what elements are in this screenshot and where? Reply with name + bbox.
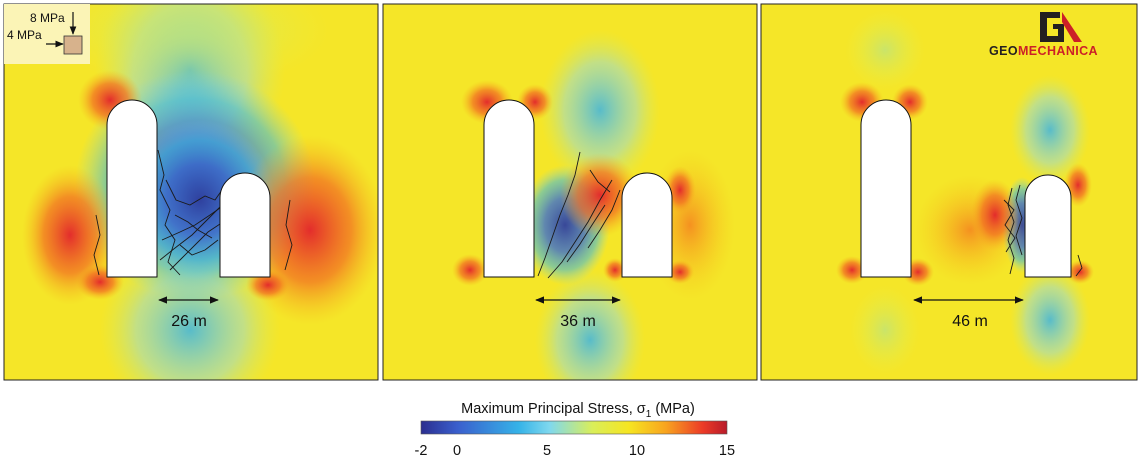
panel-2-red-corner-br	[666, 260, 694, 284]
panel-2-cyan-bottom	[535, 270, 645, 380]
panel-3-opening-left	[860, 99, 912, 278]
panel-3-border	[760, 3, 1138, 381]
colorbar-gradient	[420, 420, 728, 435]
panel-2-cyan-top	[540, 30, 660, 190]
panel-1-spacing-label: 26 m	[171, 313, 207, 330]
colorbar-title: Maximum Principal Stress, σ1 (MPa)	[461, 401, 695, 420]
panel-3-red-pillar	[971, 179, 1019, 251]
geomechanica-logo: GEOMECHANICA	[989, 12, 1098, 58]
panel-3-cyan-bottom	[1010, 265, 1090, 375]
panel-2-red-pillar	[560, 153, 640, 237]
load-horizontal-label: 4 MPa	[7, 28, 42, 42]
panel-1: 8 MPa 4 MPa 26 m	[3, 3, 379, 381]
panel-2-opening-left	[483, 99, 535, 278]
panel-1-opening-right	[219, 172, 271, 278]
panel-1-opening-left	[106, 99, 158, 278]
panel-2-fractures	[537, 151, 621, 279]
logo-mark-red	[1062, 12, 1082, 42]
panel-3-green-top	[845, 10, 925, 90]
panel-2: 36 m	[382, 3, 758, 381]
panel-3-red-corner-bl	[836, 256, 868, 284]
logo-mark-dark	[1040, 12, 1064, 42]
colorbar-title-unit: (MPa)	[651, 401, 695, 417]
colorbar-title-main: Maximum Principal Stress, σ	[461, 401, 646, 417]
panel-3: 46 m GEOMECHANICA	[760, 3, 1138, 381]
panel-3-spacing-label: 46 m	[952, 313, 988, 330]
load-legend: 8 MPa 4 MPa	[4, 4, 90, 64]
colorbar-title-sub: 1	[646, 409, 652, 420]
load-vertical-label: 8 MPa	[30, 11, 65, 25]
panel-3-cyan-top	[1010, 75, 1090, 185]
panel-2-spacing-label: 36 m	[560, 313, 596, 330]
colorbar-tick-label: 5	[543, 443, 551, 459]
rock-element-square	[63, 35, 83, 55]
logo-prefix: GEO	[989, 44, 1018, 58]
panel-1-border	[3, 3, 379, 381]
panel-3-red-corner-br	[1066, 260, 1094, 284]
colorbar-tick-label: 10	[629, 443, 645, 459]
panel-2-border	[382, 3, 758, 381]
panel-1-green-top	[50, 4, 330, 90]
logo-suffix: MECHANICA	[1018, 44, 1098, 58]
logo-wordmark: GEOMECHANICA	[989, 44, 1098, 58]
panel-3-green-bottom	[850, 285, 920, 375]
panel-3-opening-right	[1024, 174, 1072, 278]
colorbar: Maximum Principal Stress, σ1 (MPa) -2 0 5 1…	[415, 401, 736, 459]
colorbar-tick-label: -2	[415, 443, 428, 459]
panel-1-fractures	[93, 149, 293, 276]
colorbar-tick-label: 0	[453, 443, 461, 459]
panel-2-red-corner-mid	[603, 258, 627, 282]
panel-2-opening-right	[621, 172, 673, 278]
colorbar-ticks: -2 0 5 10 15	[415, 443, 736, 459]
colorbar-tick-label: 15	[719, 443, 735, 459]
panel-3-fractures	[1003, 184, 1083, 277]
panel-2-red-corner-bl	[452, 254, 488, 286]
